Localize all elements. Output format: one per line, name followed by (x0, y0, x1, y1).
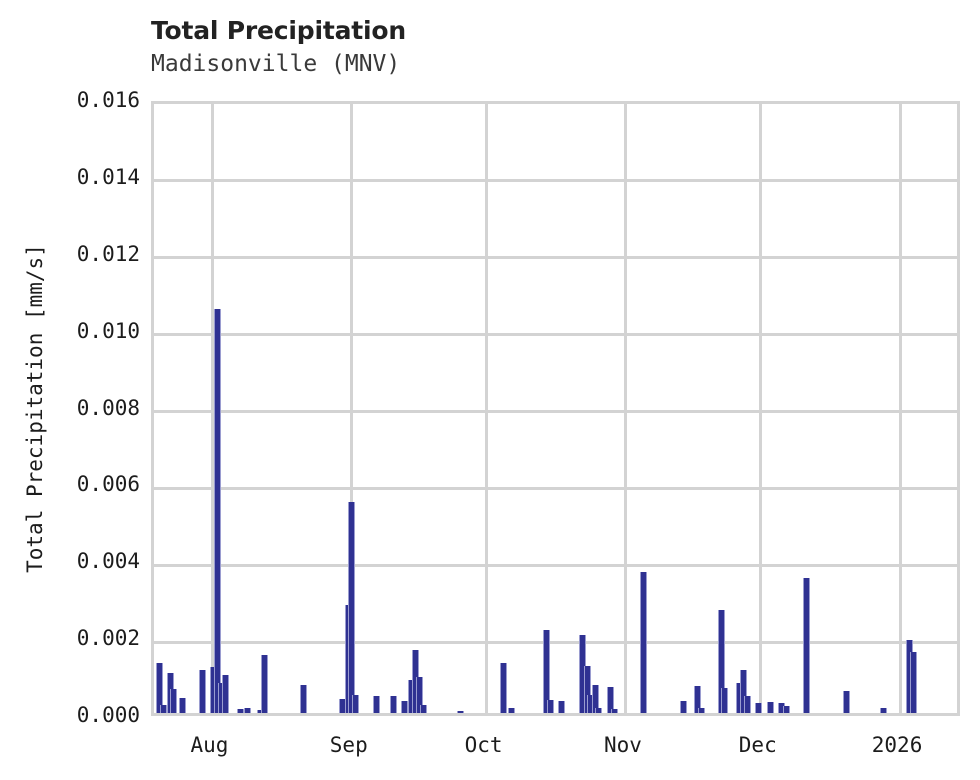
gridline-horizontal (154, 640, 957, 644)
y-tick-label: 0.012 (76, 241, 140, 266)
x-tick-label: Nov (603, 733, 642, 757)
bar (679, 700, 687, 713)
bar (179, 698, 187, 713)
x-tick-label: Sep (329, 733, 368, 757)
bar (740, 669, 748, 713)
gridline-horizontal (154, 486, 957, 490)
y-tick-label: 0.016 (76, 88, 140, 112)
bars-layer (154, 104, 957, 713)
y-tick-label: 0.006 (76, 472, 140, 497)
bar (721, 688, 729, 713)
plot-area (151, 101, 960, 716)
bar (155, 663, 163, 713)
chart-subtitle: Madisonville (MNV) (151, 51, 401, 77)
y-tick-label: 0.002 (76, 626, 140, 651)
bar (607, 686, 615, 713)
y-tick-label: 0.008 (76, 395, 140, 420)
bar (694, 686, 702, 713)
bar (542, 629, 550, 713)
bar (558, 701, 566, 713)
bar (842, 690, 850, 713)
x-tick-label: 2026 (871, 733, 923, 757)
bar (222, 675, 230, 713)
bar (213, 309, 221, 713)
bar (499, 663, 507, 713)
x-tick-label: Oct (464, 733, 503, 757)
bar (767, 702, 775, 713)
gridline-vertical (485, 104, 489, 713)
bar (373, 696, 381, 713)
bar (782, 705, 790, 713)
y-tick-label: 0.010 (76, 318, 140, 343)
bar (416, 676, 424, 713)
bar (420, 705, 428, 713)
bar (698, 708, 706, 713)
y-axis-tick-labels: 0.000 0.002 0.004 0.006 0.008 0.010 0.012 0.014… (0, 0, 140, 780)
y-tick-label: 0.000 (76, 703, 140, 727)
bar (199, 669, 207, 713)
bar (879, 708, 887, 713)
bar (507, 708, 515, 713)
bar (595, 708, 603, 713)
bar (803, 578, 811, 713)
bar (547, 699, 554, 713)
gridline-horizontal (154, 256, 957, 260)
bar (909, 651, 917, 713)
bar (299, 684, 307, 713)
bar (348, 501, 356, 713)
gridline-vertical (350, 104, 354, 713)
bar (244, 707, 252, 713)
page-title: Total Precipitation (151, 16, 406, 45)
gridline-horizontal (154, 333, 957, 337)
gridline-vertical (898, 104, 902, 713)
bar (583, 665, 591, 713)
gridline-horizontal (154, 179, 957, 183)
bar (390, 696, 398, 713)
bar (169, 689, 177, 713)
bar (260, 655, 268, 713)
gridline-vertical (759, 104, 763, 713)
bar (640, 572, 648, 713)
gridline-vertical (210, 104, 214, 713)
bar (743, 695, 751, 713)
gridline-vertical (624, 104, 628, 713)
y-tick-label: 0.014 (76, 164, 140, 189)
gridline-horizontal (154, 563, 957, 567)
bar (591, 685, 599, 713)
bar (717, 610, 725, 713)
x-tick-label: Dec (738, 733, 777, 757)
gridline-horizontal (154, 410, 957, 413)
bar (400, 701, 408, 713)
y-tick-label: 0.004 (76, 549, 140, 574)
bar (754, 702, 762, 713)
bar (457, 710, 465, 713)
bar (610, 709, 618, 713)
bar (351, 694, 359, 713)
x-tick-label: Aug (190, 733, 229, 757)
bar (237, 709, 245, 713)
